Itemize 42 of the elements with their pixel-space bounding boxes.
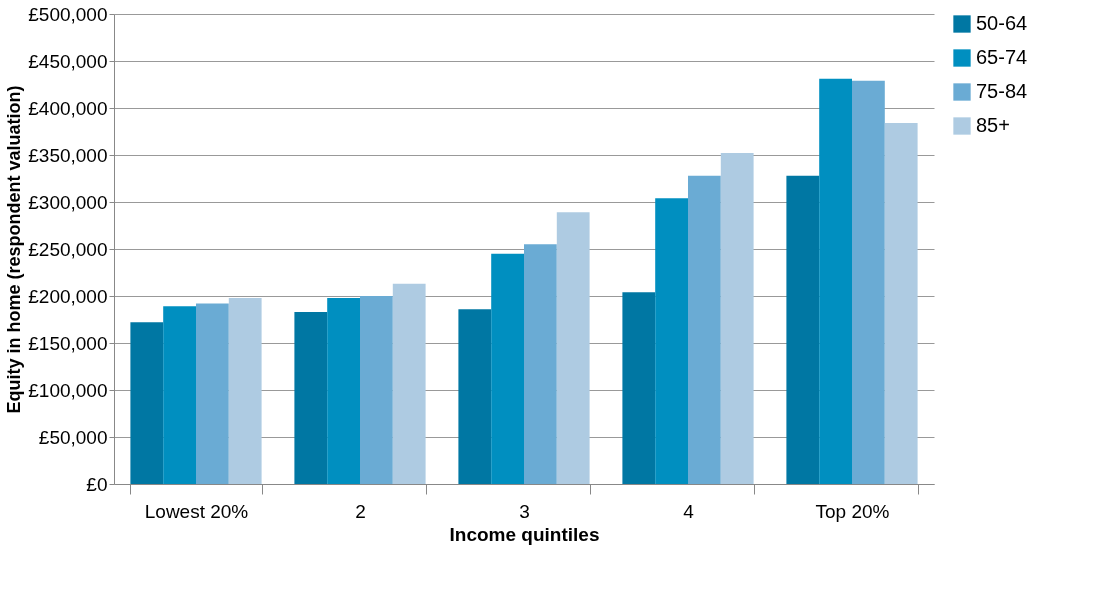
y-tick-label: £50,000 xyxy=(38,426,108,448)
bar xyxy=(327,297,360,484)
bar xyxy=(360,296,393,484)
legend-label: 65-74 xyxy=(976,46,1028,68)
bar xyxy=(524,244,557,484)
bar xyxy=(392,283,426,484)
bar xyxy=(786,175,820,484)
y-tick-label: £500,000 xyxy=(28,3,108,25)
legend-label: 75-84 xyxy=(976,80,1028,102)
y-tick-label: £150,000 xyxy=(28,332,108,354)
bar xyxy=(228,297,262,484)
y-tick-label: £450,000 xyxy=(28,50,108,72)
bar xyxy=(655,198,688,484)
y-tick-label: £200,000 xyxy=(28,285,108,307)
y-tick-label: £350,000 xyxy=(28,144,108,166)
bar xyxy=(622,292,656,484)
legend-label: 50-64 xyxy=(976,12,1028,34)
bar xyxy=(688,175,721,484)
bar xyxy=(884,123,918,484)
bar xyxy=(130,322,164,484)
bar xyxy=(491,253,524,484)
y-tick-label: £0 xyxy=(86,473,108,495)
y-tick-label: £100,000 xyxy=(28,379,108,401)
x-tick-label: Lowest 20% xyxy=(144,500,249,522)
bar xyxy=(163,306,196,484)
x-tick-label: Top 20% xyxy=(815,500,890,522)
legend-label: 85+ xyxy=(976,114,1010,136)
bar xyxy=(196,303,229,484)
bar xyxy=(819,78,852,484)
y-tick-label: £250,000 xyxy=(28,238,108,260)
x-tick-label: 4 xyxy=(683,500,695,522)
y-axis-title: Equity in home (respondent valuation) xyxy=(4,85,25,414)
y-tick-label: £400,000 xyxy=(28,97,108,119)
bar xyxy=(852,80,885,484)
y-tick-label: £300,000 xyxy=(28,191,108,213)
bar xyxy=(720,153,754,484)
x-tick-label: 3 xyxy=(519,500,530,522)
bar xyxy=(556,212,590,484)
x-tick-label: 2 xyxy=(355,500,366,522)
bar xyxy=(294,311,328,484)
bar xyxy=(458,309,492,484)
x-axis-title: Income quintiles xyxy=(449,523,600,545)
